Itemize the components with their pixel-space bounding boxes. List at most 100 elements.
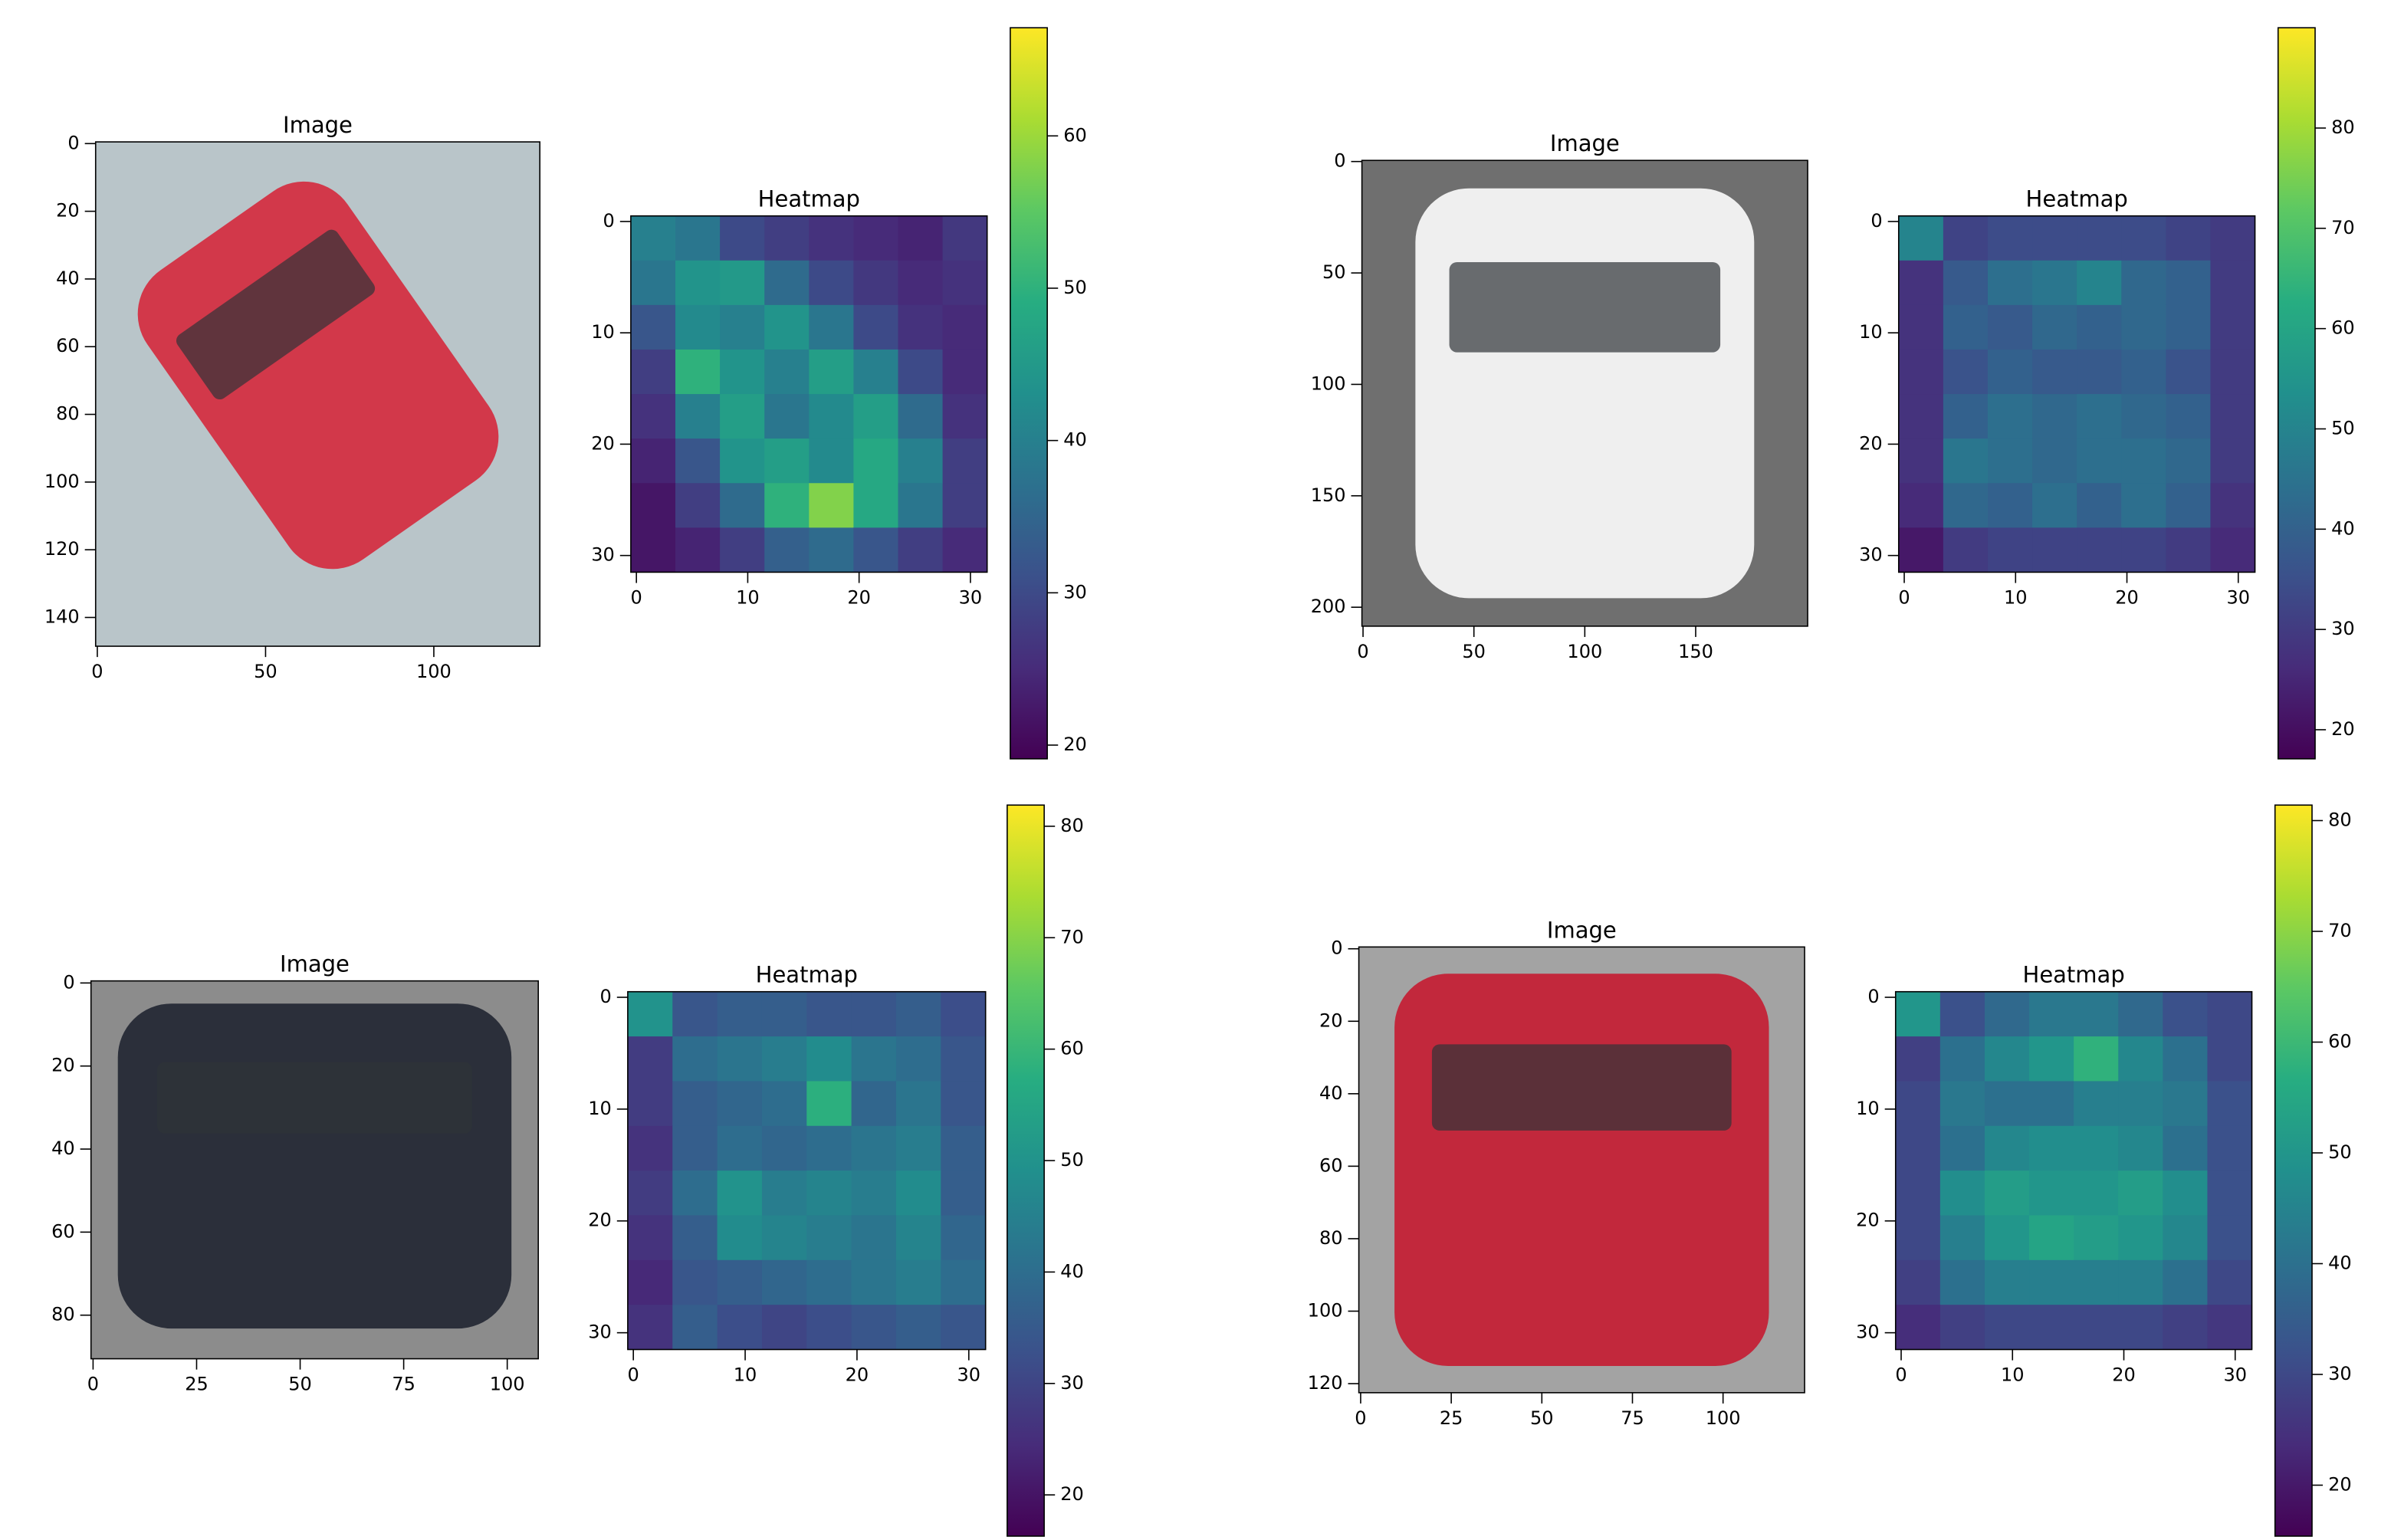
heatmap-cell	[1939, 1259, 1985, 1305]
heatmap-cell	[1984, 1171, 2030, 1216]
heatmap-cell	[806, 991, 852, 1037]
heatmap-cell	[720, 215, 765, 261]
heatmap-cell	[851, 991, 897, 1037]
heatmap-cell	[1987, 394, 2033, 439]
heatmap-cell	[627, 991, 673, 1037]
y-tick-label: 80	[51, 1304, 75, 1325]
heatmap-cell	[675, 349, 721, 395]
x-tick-label: 0	[1895, 1364, 1907, 1386]
heatmap-cell	[853, 349, 898, 395]
heatmap-cell	[809, 438, 854, 484]
heatmap-cell	[2077, 260, 2122, 306]
heatmap-cell	[2121, 215, 2166, 261]
heatmap-cell	[675, 260, 721, 306]
heatmap-cell	[895, 1171, 941, 1216]
heatmap-cell	[1939, 1081, 1985, 1127]
heatmap-cell	[2121, 260, 2166, 306]
heatmap-cell	[2029, 1125, 2074, 1171]
heatmap-cell	[2207, 1125, 2253, 1171]
x-tick-label: 20	[2115, 587, 2139, 609]
heatmap-cell	[2118, 1171, 2163, 1216]
heatmap-cell	[630, 260, 676, 306]
heatmap-cell	[720, 438, 765, 484]
heatmap-cell	[898, 260, 944, 306]
y-tick-label: 20	[1856, 1210, 1880, 1231]
x-tick-label: 0	[1357, 641, 1368, 662]
colorbar-tick-label: 60	[2331, 317, 2355, 339]
heatmap-cell	[675, 438, 721, 484]
heatmap-cell	[2077, 394, 2122, 439]
y-tick-label: 140	[44, 606, 80, 627]
heatmap-cell	[672, 1036, 718, 1082]
x-tick-label: 25	[1440, 1407, 1463, 1429]
heatmap-cell	[630, 483, 676, 528]
heatmap-cell	[764, 260, 810, 306]
heatmap-cell	[1984, 1305, 2030, 1350]
heatmap-cell	[809, 349, 854, 395]
heatmap-cell	[1987, 483, 2033, 528]
heatmap-cell	[2029, 1036, 2074, 1082]
heatmap-cell	[2077, 483, 2122, 528]
heatmap-cell	[806, 1259, 852, 1305]
y-tick-label: 10	[588, 1098, 612, 1119]
y-tick-label: 120	[44, 538, 80, 560]
heatmap-cell	[761, 1215, 807, 1261]
vehicle	[1394, 974, 1769, 1366]
heatmap-cell	[672, 991, 718, 1037]
heatmap-cell	[2032, 260, 2077, 306]
heatmap-cell	[720, 349, 765, 395]
x-tick-label: 50	[1530, 1407, 1554, 1429]
y-tick-label: 0	[1867, 986, 1879, 1007]
heatmap-cell	[627, 1305, 673, 1350]
heatmap-cell	[851, 1215, 897, 1261]
heatmap-cell	[1987, 260, 2033, 306]
heatmap-cell	[2166, 527, 2211, 573]
axes-title: Heatmap	[758, 186, 860, 212]
axes-title: Heatmap	[756, 962, 858, 988]
heatmap-cell	[1895, 1081, 1941, 1127]
heatmap-cell	[1939, 991, 1985, 1037]
heatmap-cell	[764, 349, 810, 395]
heatmap-cell	[898, 527, 944, 573]
axes-frame	[90, 980, 539, 1360]
heatmap-cell	[675, 483, 721, 528]
heatmap-cell	[2163, 1215, 2208, 1261]
heatmap-cell	[1939, 1305, 1985, 1350]
heatmap-cell	[2121, 483, 2166, 528]
heatmap-cell	[2029, 1171, 2074, 1216]
heatmap-cell	[627, 1171, 673, 1216]
colorbar-tick-label: 50	[1063, 277, 1087, 298]
y-tick-label: 10	[1859, 321, 1883, 343]
heatmap-cell	[2118, 991, 2163, 1037]
heatmap-cell	[764, 438, 810, 484]
heatmap-cell	[764, 483, 810, 528]
heatmap-cell	[720, 483, 765, 528]
heatmap-cell	[2163, 1259, 2208, 1305]
heatmap-cell	[2163, 1125, 2208, 1171]
heatmap-cell	[809, 304, 854, 350]
y-tick-label: 0	[603, 210, 615, 231]
x-tick-label: 10	[2004, 587, 2028, 609]
heatmap-cell	[2166, 304, 2211, 350]
x-tick-label: 30	[2223, 1364, 2247, 1386]
vehicle	[137, 181, 499, 570]
heatmap-cell	[761, 1125, 807, 1171]
y-tick-label: 120	[1308, 1372, 1343, 1394]
y-tick-label: 150	[1311, 484, 1346, 506]
x-tick-label: 20	[847, 587, 871, 609]
colorbar	[1007, 804, 1045, 1537]
heatmap-cell	[717, 1036, 763, 1082]
heatmap-cell	[1943, 215, 1989, 261]
y-tick-label: 0	[600, 986, 612, 1007]
heatmap-cell	[1984, 991, 2030, 1037]
heatmap-cell	[627, 1125, 673, 1171]
heatmap-cell	[2210, 394, 2256, 439]
heatmap-cell	[630, 438, 676, 484]
heatmap-cell	[941, 1081, 987, 1127]
heatmap-cell	[806, 1171, 852, 1216]
x-tick-label: 20	[2112, 1364, 2136, 1386]
heatmap-cell	[2074, 1171, 2119, 1216]
y-tick-label: 0	[1331, 937, 1342, 959]
heatmap-cell	[898, 215, 944, 261]
heatmap-cell	[764, 304, 810, 350]
